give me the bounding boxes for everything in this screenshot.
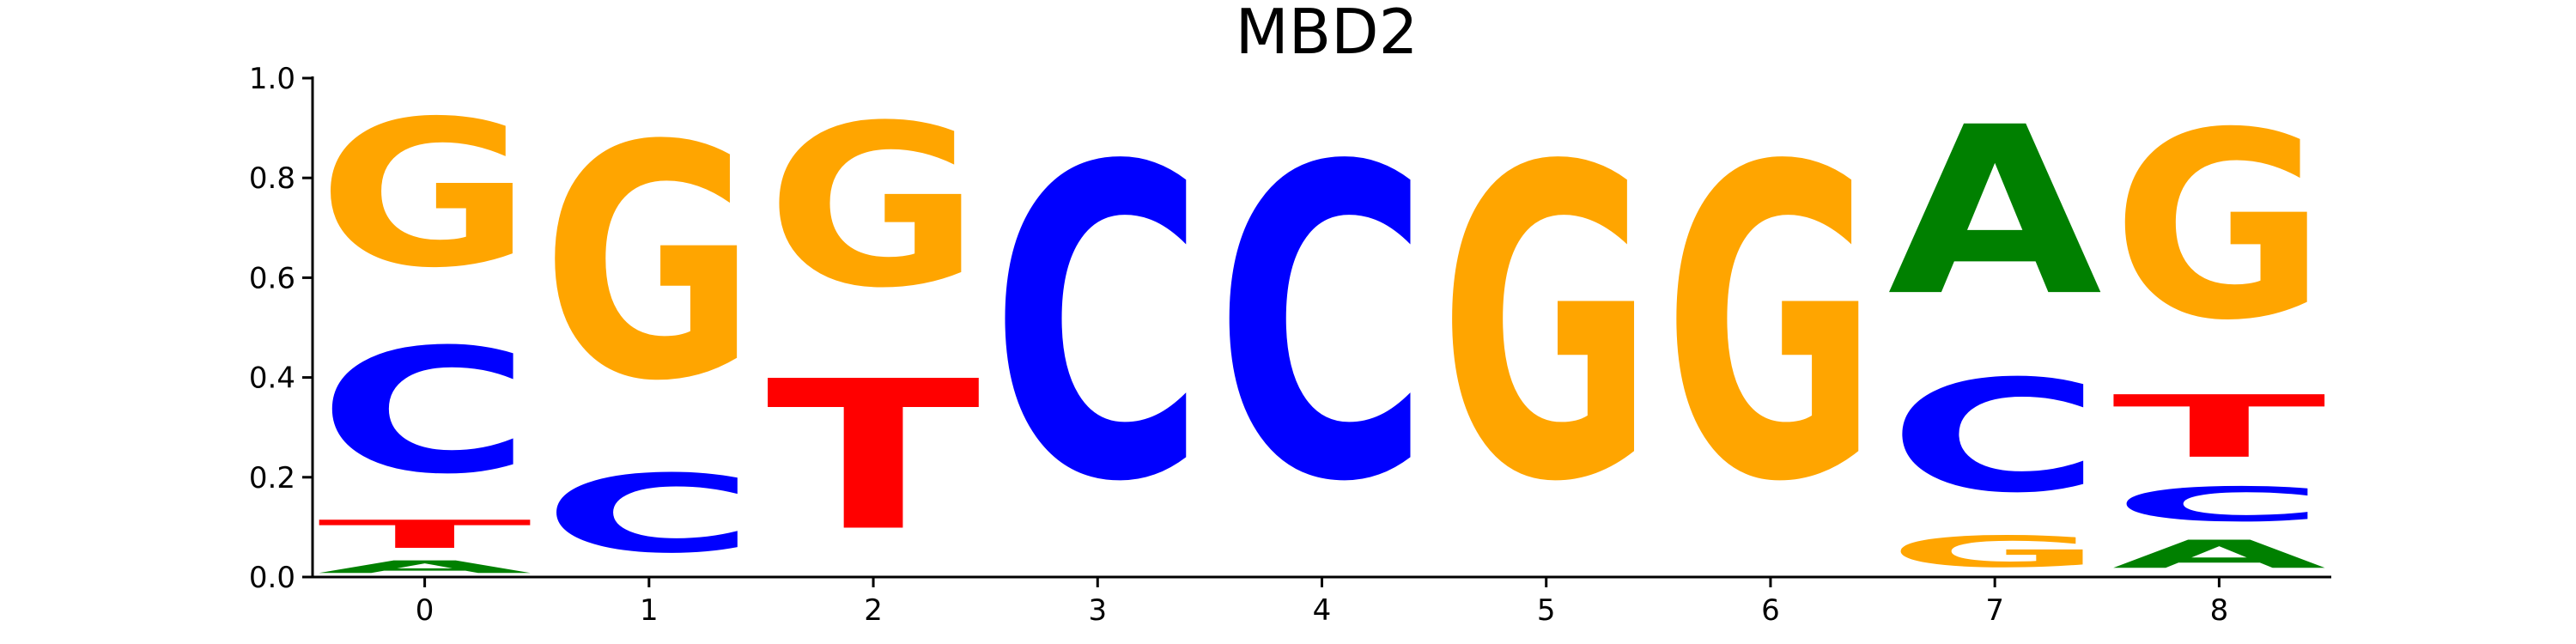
x-tick-label: 2 (864, 593, 883, 628)
logo-letter-G-pos-5: G (1439, 78, 1653, 576)
y-tick-label: 0.0 (249, 561, 295, 595)
x-tick-label: 1 (640, 593, 659, 628)
y-tick-label: 0.2 (249, 461, 295, 495)
x-tick-label: 4 (1313, 593, 1332, 628)
logo-letter-C-pos-4: C (1215, 77, 1429, 576)
logo-letter-G-pos-0: G (318, 78, 532, 313)
x-tick-label: 0 (416, 593, 434, 628)
logo-letter-G-pos-1: G (542, 78, 756, 452)
logo-letter-C-pos-0: C (318, 312, 532, 512)
y-tick-label: 1.0 (249, 62, 295, 96)
logo-letter-C-pos-1: C (542, 453, 756, 577)
y-tick-label: 0.4 (249, 361, 295, 396)
logo-letter-T-pos-0: T (318, 512, 533, 556)
logo-letter-G-pos-6: G (1663, 78, 1877, 576)
logo-letter-T-pos-2: T (766, 337, 981, 576)
logo-letter-C-pos-8: C (2112, 477, 2326, 532)
logo-letter-G-pos-8: G (2112, 78, 2326, 377)
y-tick-label: 0.8 (249, 161, 295, 196)
logo-letter-G-pos-2: G (766, 77, 980, 337)
logo-letter-C-pos-7: C (1887, 348, 2101, 527)
axes: 0.0 0.2 0.4 0.6 0.8 1.0 0 1 2 3 4 5 6 7 8 (249, 62, 2331, 628)
logo-letter-A-pos-8: A (2112, 532, 2326, 577)
x-tick-label: 3 (1088, 593, 1107, 628)
x-tick-label: 8 (2210, 593, 2229, 628)
logo-letter-T-pos-8: T (2112, 378, 2328, 477)
logo-letter-C-pos-3: C (991, 77, 1205, 576)
chart-title: MBD2 (1236, 0, 1419, 68)
logo-letter-A-pos-0: A (318, 557, 532, 577)
x-tick-label: 7 (1985, 593, 2004, 628)
logo-letter-G-pos-7: G (1887, 527, 2101, 577)
x-tick-label: 6 (1761, 593, 1780, 628)
y-tick-label: 0.6 (249, 261, 295, 295)
logo-letter-A-pos-7: A (1887, 78, 2104, 348)
x-tick-label: 5 (1537, 593, 1556, 628)
